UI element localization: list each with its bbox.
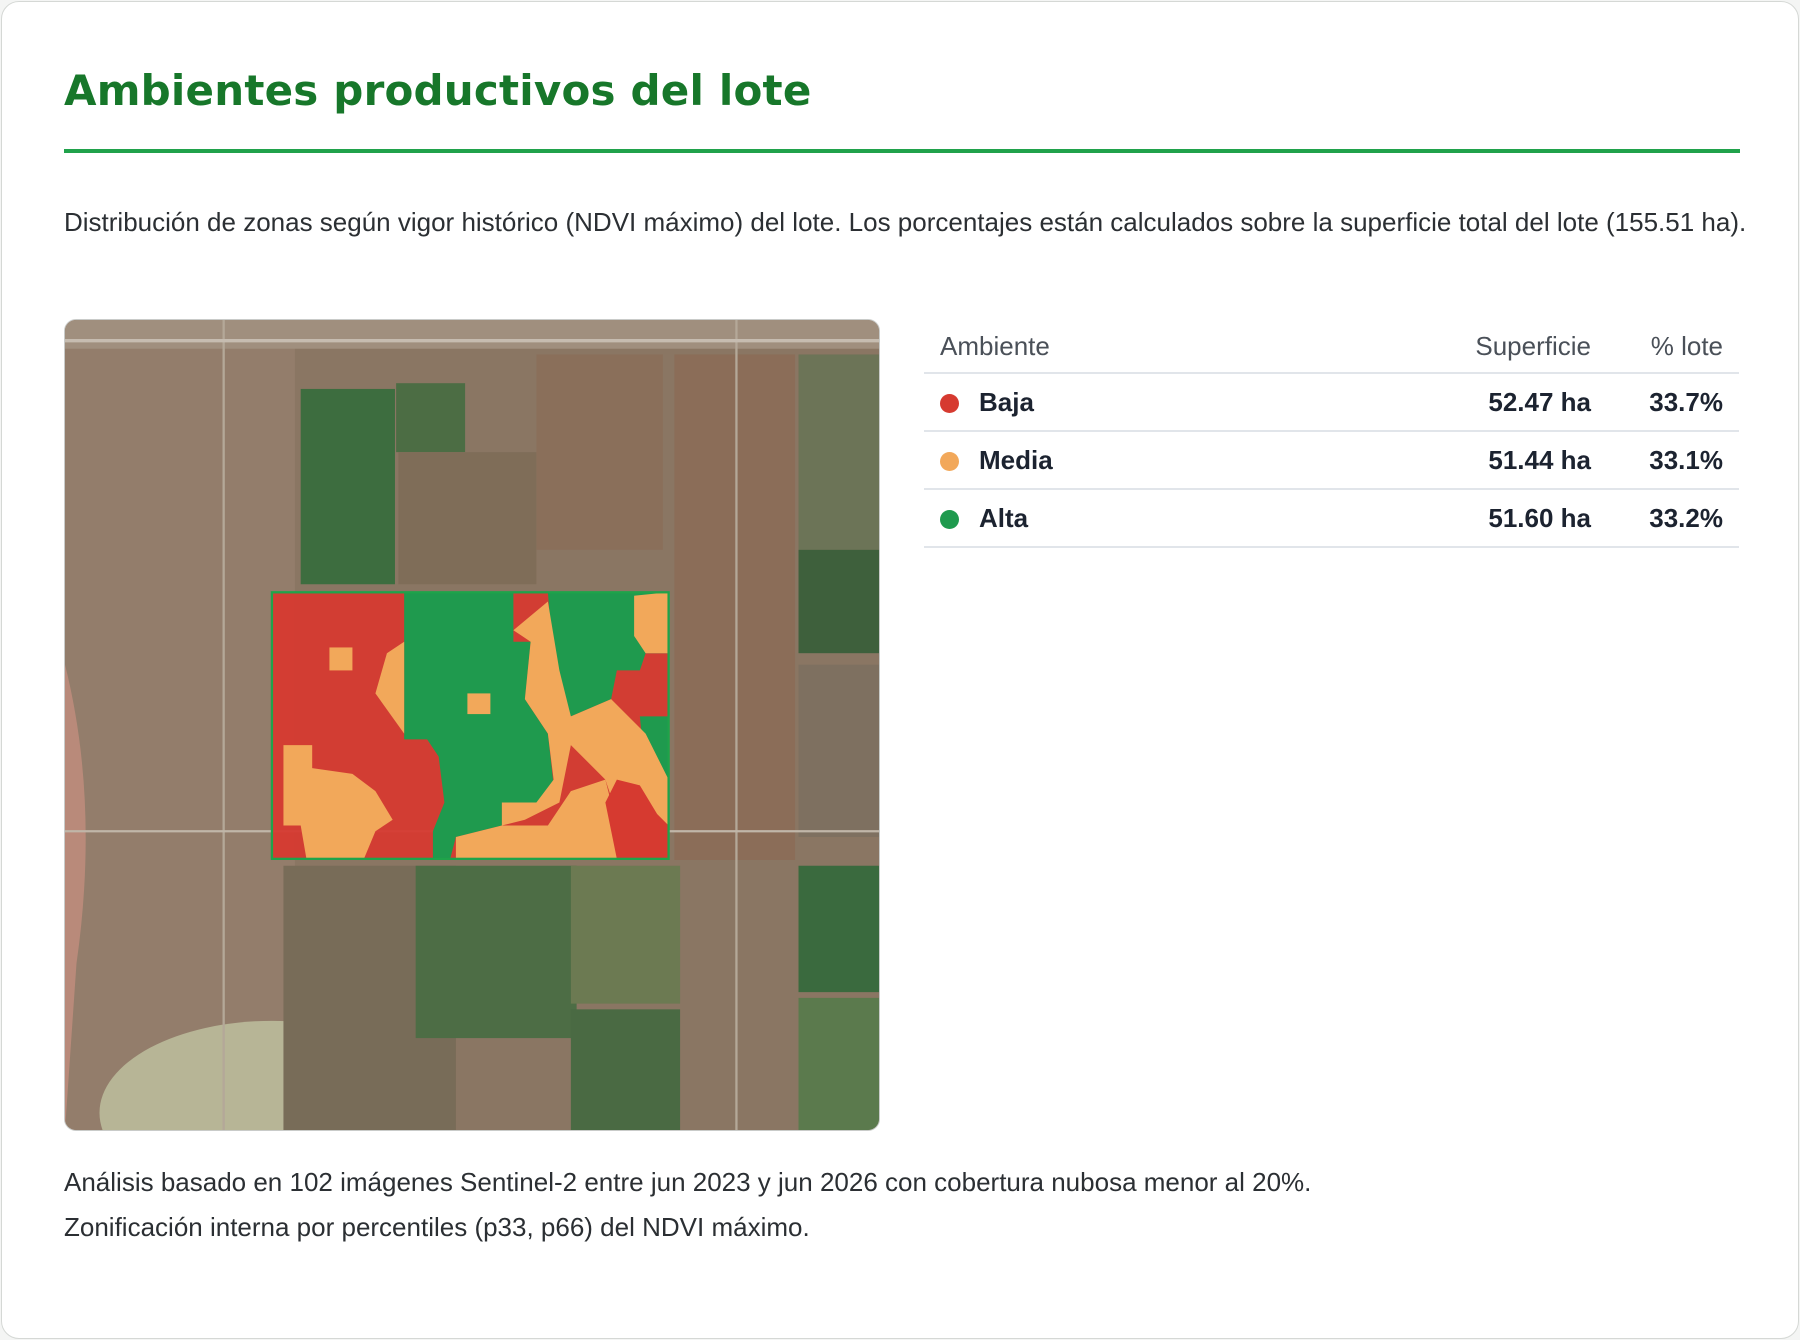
footnote-line: Análisis basado en 102 imágenes Sentinel… <box>64 1167 1312 1197</box>
zone-cell: Baja <box>924 373 1375 432</box>
zone-cell: Alta <box>924 489 1375 548</box>
title-rule <box>64 149 1740 153</box>
table-body: Baja 52.47 ha 33.7% Media 51.44 ha 33.1% Alta 5… <box>924 373 1739 548</box>
zone-name: Alta <box>979 502 1029 533</box>
zone-name: Media <box>979 444 1053 475</box>
table-row: Baja 52.47 ha 33.7% <box>924 373 1739 432</box>
table-row: Media 51.44 ha 33.1% <box>924 431 1739 490</box>
area-cell: 51.44 ha <box>1375 431 1607 490</box>
pct-cell: 33.2% <box>1607 489 1739 548</box>
map <box>64 319 880 1131</box>
zone-dot <box>940 393 959 413</box>
table-row: Alta 51.60 ha 33.2% <box>924 489 1739 548</box>
zone-name: Baja <box>979 386 1034 417</box>
zone-dot <box>940 509 959 529</box>
satellite-map <box>65 320 879 1130</box>
zones-table: Ambiente Superficie % lote Baja 52.47 ha 3… <box>924 320 1739 548</box>
zone-cell: Media <box>924 431 1375 490</box>
pct-cell: 33.7% <box>1607 373 1739 432</box>
description: Distribución de zonas según vigor histór… <box>64 207 1747 237</box>
column-header: Ambiente <box>924 320 1375 374</box>
title: Ambientes productivos del lote <box>64 66 812 115</box>
area-cell: 52.47 ha <box>1375 373 1607 432</box>
column-header: Superficie <box>1375 320 1607 374</box>
table-header: Ambiente Superficie % lote <box>924 320 1739 374</box>
zone-dot <box>940 451 959 471</box>
pct-cell: 33.1% <box>1607 431 1739 490</box>
area-cell: 51.60 ha <box>1375 489 1607 548</box>
footnote-line: Zonificación interna por percentiles (p3… <box>64 1212 810 1242</box>
column-header: % lote <box>1607 320 1739 374</box>
footnote: Análisis basado en 102 imágenes Sentinel… <box>64 1160 1311 1250</box>
